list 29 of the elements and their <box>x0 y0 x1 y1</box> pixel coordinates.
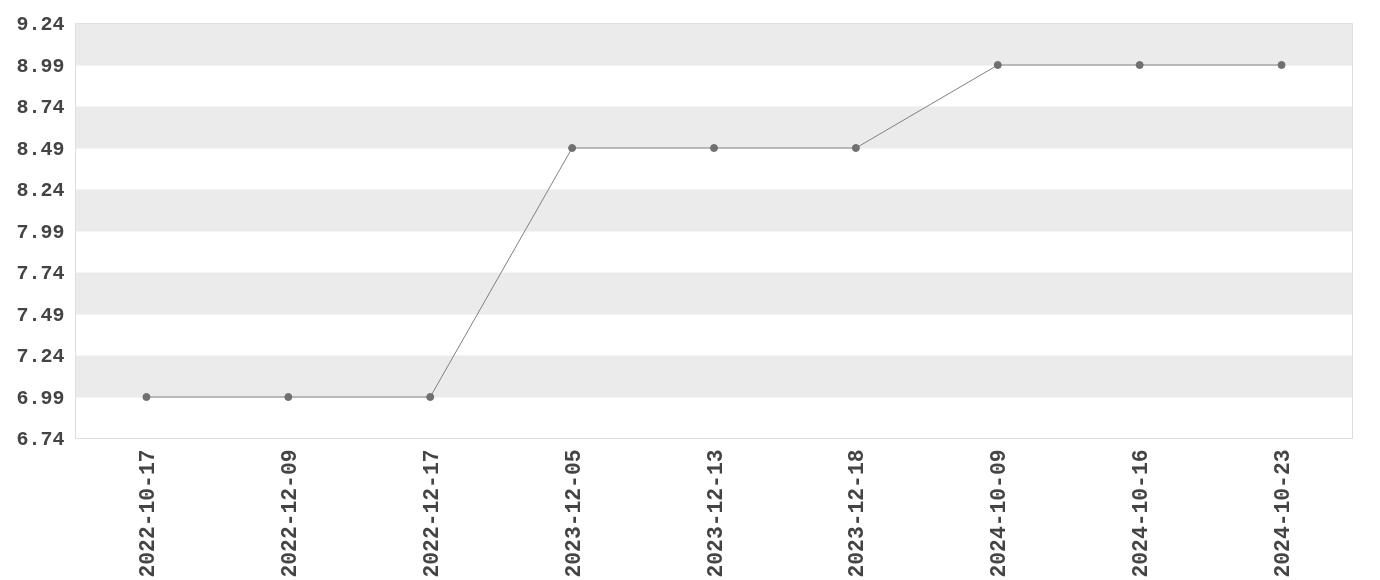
y-tick-label: 6.74 <box>16 428 65 451</box>
point <box>284 393 293 401</box>
x-tick-label: 2022-12-09 <box>277 449 302 578</box>
y-tick-label: 8.49 <box>16 137 65 161</box>
y-tick-label: 7.99 <box>16 220 65 244</box>
y-tick-label: 7.74 <box>16 262 65 285</box>
x-tick-label: 2023-12-18 <box>845 449 870 578</box>
y-tick-label: 8.24 <box>16 179 65 202</box>
y-tick-label: 7.49 <box>16 303 65 327</box>
point <box>1135 61 1144 69</box>
x-tick-label: 2024-10-16 <box>1129 449 1154 578</box>
x-tick-label: 2024-10-23 <box>1271 449 1296 578</box>
point <box>1277 61 1286 69</box>
point <box>851 144 860 152</box>
y-tick-label: 8.99 <box>16 54 65 78</box>
point <box>142 393 151 401</box>
y-tick-label: 8.74 <box>16 96 65 119</box>
x-tick-label: 2023-12-13 <box>703 449 728 578</box>
x-tick-label: 2023-12-05 <box>561 449 586 578</box>
x-tick-label: 2024-10-09 <box>987 449 1012 578</box>
y-tick-label: 9.24 <box>16 13 65 36</box>
x-tick-label: 2022-10-17 <box>135 449 160 578</box>
point <box>993 61 1002 69</box>
y-tick-label: 6.99 <box>16 386 65 410</box>
y-tick-label: 7.24 <box>16 345 65 368</box>
point <box>426 393 435 401</box>
point <box>710 144 718 152</box>
x-tick-label: 2022-12-17 <box>419 449 444 578</box>
point <box>568 144 577 152</box>
